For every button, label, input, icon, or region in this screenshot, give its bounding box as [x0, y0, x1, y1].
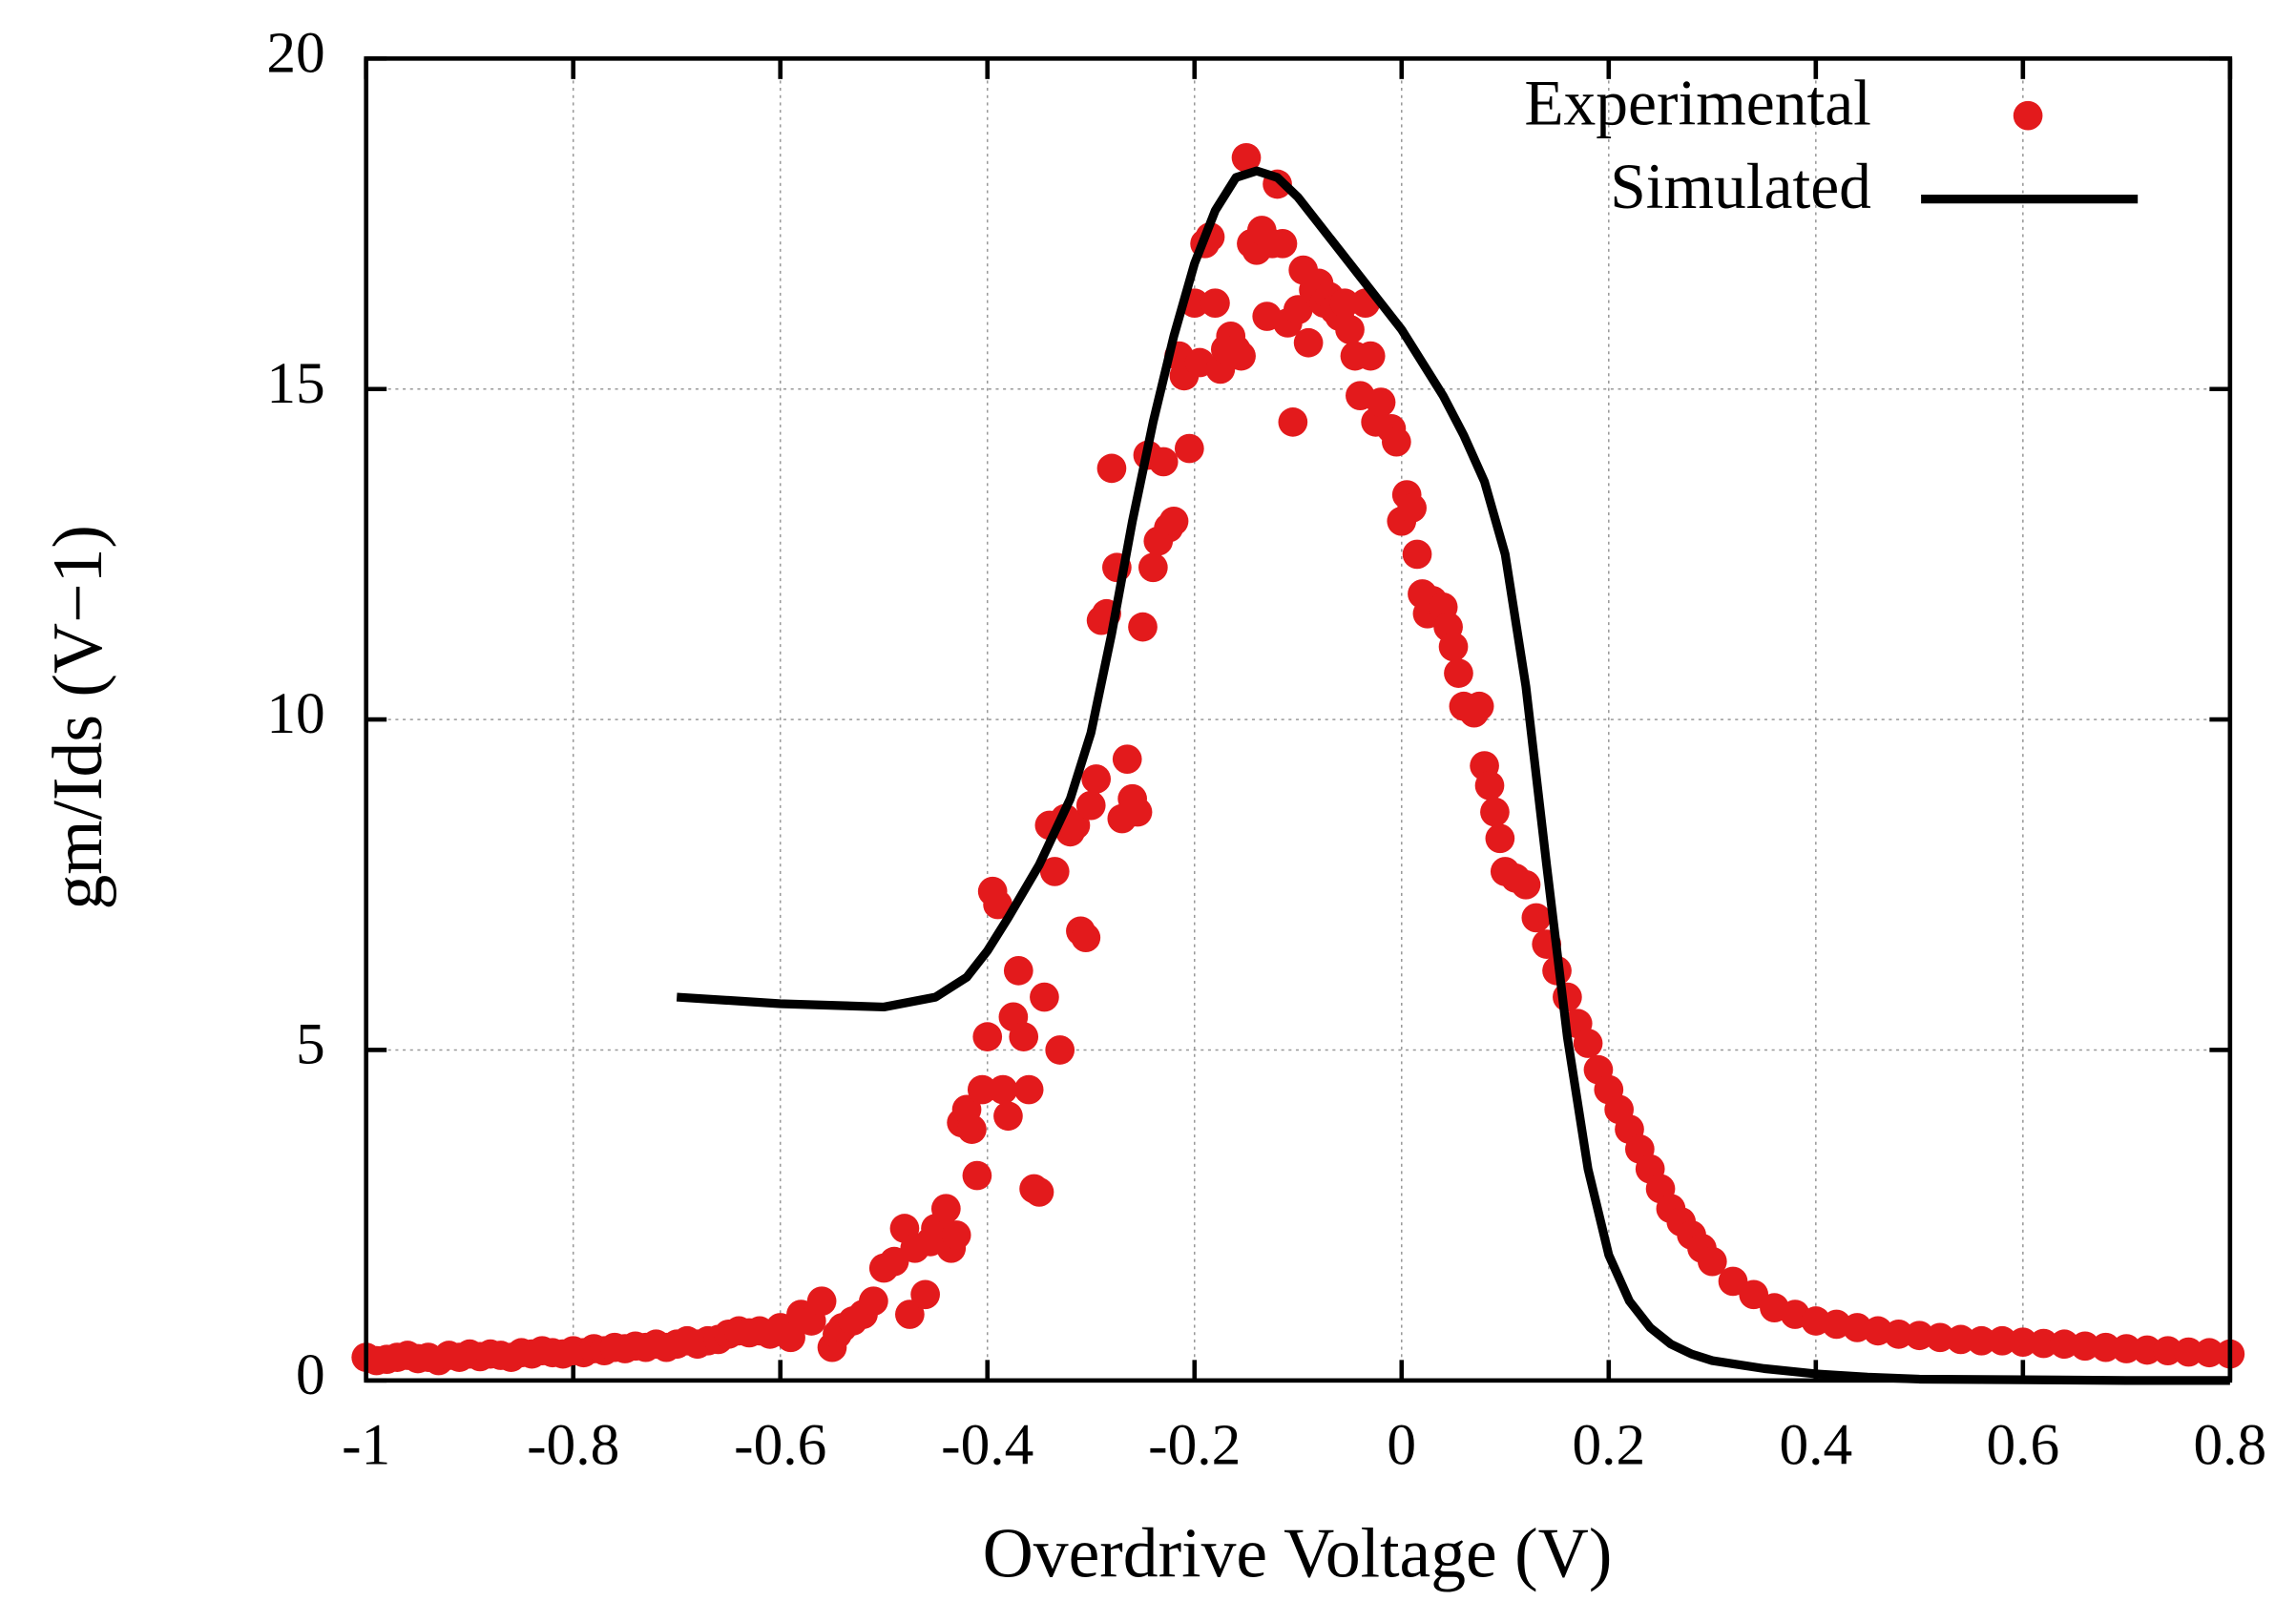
data-point	[1474, 771, 1505, 801]
data-point	[1071, 923, 1101, 953]
data-point	[988, 1074, 1018, 1105]
data-point	[1283, 295, 1313, 324]
data-point	[1081, 764, 1112, 794]
data-point	[1382, 426, 1411, 457]
data-point	[1987, 1325, 2017, 1356]
data-point	[1521, 903, 1552, 933]
legend-label: Simulated	[1610, 151, 1871, 222]
data-point	[1329, 288, 1360, 319]
data-point	[2132, 1335, 2162, 1365]
data-point	[1013, 1074, 1044, 1105]
data-point	[1096, 453, 1127, 484]
data-point	[1511, 869, 1541, 900]
data-point	[1267, 228, 1298, 259]
data-point	[1231, 142, 1262, 173]
data-point	[1464, 691, 1494, 721]
data-point	[1148, 447, 1179, 477]
x-tick-label: 0	[1387, 1413, 1416, 1478]
data-point	[910, 1279, 940, 1310]
data-point	[1697, 1246, 1727, 1277]
data-point	[967, 1074, 997, 1105]
data-point	[2194, 1338, 2224, 1368]
data-point	[1884, 1320, 1913, 1349]
data-line	[676, 166, 2230, 1385]
data-point	[1128, 612, 1158, 642]
data-point	[1226, 341, 1256, 371]
data-point	[1158, 506, 1189, 536]
data-point	[2153, 1336, 2183, 1366]
x-tick-label: 0.4	[1779, 1413, 1852, 1478]
data-point	[1112, 744, 1142, 775]
data-point	[1045, 1035, 1075, 1065]
data-point	[1444, 658, 1473, 688]
data-point	[1485, 823, 1515, 854]
data-point	[1366, 387, 1396, 417]
x-tick-label: -0.2	[1148, 1413, 1241, 1478]
data-point	[2008, 1327, 2038, 1358]
data-point	[972, 1022, 1003, 1051]
data-point	[2111, 1334, 2141, 1363]
x-axis-label: Overdrive Voltage (V)	[983, 1513, 1613, 1591]
data-point	[1967, 1325, 1996, 1356]
y-tick-label: 10	[266, 681, 324, 746]
y-tick-label: 5	[296, 1012, 325, 1077]
y-axis-label: gm/Ids (V−1)	[38, 525, 116, 909]
data-point	[957, 1114, 987, 1144]
data-point	[1402, 539, 1432, 570]
data-point	[806, 1286, 837, 1317]
data-point	[1946, 1324, 1976, 1355]
data-point	[1009, 1022, 1039, 1051]
data-point	[962, 1160, 992, 1191]
data-point	[2070, 1331, 2100, 1362]
x-tick-label: 0.2	[1572, 1413, 1645, 1478]
data-point	[895, 1300, 925, 1329]
data-point	[776, 1322, 805, 1353]
data-point	[941, 1220, 971, 1250]
data-point	[859, 1286, 888, 1317]
data-point	[1293, 327, 1324, 358]
data-point	[1138, 552, 1168, 583]
y-tick-label: 15	[266, 351, 324, 416]
data-point	[2174, 1337, 2203, 1367]
y-tick-label: 20	[266, 20, 324, 85]
y-tick-label: 0	[296, 1342, 325, 1407]
data-point	[1122, 797, 1153, 827]
data-point	[983, 889, 1012, 920]
x-tick-label: -0.4	[941, 1413, 1033, 1478]
legend-label: Experimental	[1524, 68, 1871, 139]
data-point	[2091, 1332, 2120, 1362]
data-point	[1573, 1029, 1603, 1058]
data-point	[1003, 956, 1033, 986]
data-point	[1355, 341, 1386, 371]
data-point	[2029, 1328, 2058, 1359]
data-point	[1060, 810, 1091, 841]
x-tick-label: 0.6	[1986, 1413, 2059, 1478]
data-point	[1030, 982, 1059, 1012]
data-point	[1075, 790, 1106, 821]
data-point	[1200, 288, 1230, 319]
data-point	[1278, 407, 1308, 437]
data-point	[930, 1194, 961, 1224]
data-point	[1480, 797, 1510, 827]
x-tick-label: -0.8	[527, 1413, 619, 1478]
data-point	[1397, 493, 1427, 523]
data-point	[1024, 1177, 1054, 1207]
legend-swatch	[2013, 100, 2043, 131]
data-point	[1039, 857, 1070, 886]
data-point	[1174, 433, 1204, 464]
x-tick-label: -1	[342, 1413, 390, 1478]
data-point	[1438, 632, 1469, 662]
plot-frame	[364, 56, 2233, 1383]
data-point	[993, 1101, 1023, 1132]
x-tick-label: 0.8	[2193, 1413, 2266, 1478]
x-tick-label: -0.6	[734, 1413, 826, 1478]
data-point	[1335, 315, 1365, 344]
